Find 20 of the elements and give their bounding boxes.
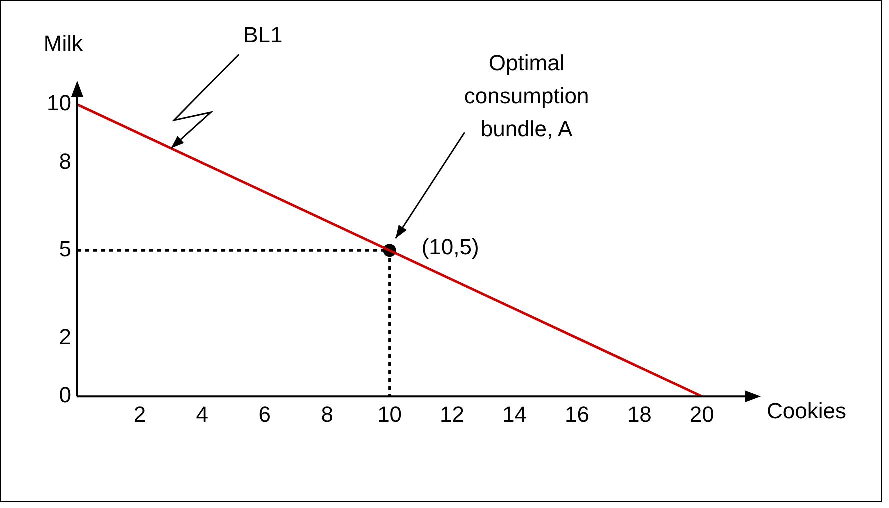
x-tick-label: 10 [378, 402, 402, 427]
y-tick-label: 2 [59, 324, 72, 350]
x-axis-title: Cookies [767, 398, 846, 424]
x-tick-label: 16 [564, 402, 590, 427]
y-tick-label: 0 [59, 382, 72, 408]
annotation: BL1 [244, 22, 283, 48]
x-tick-label: 12 [440, 402, 465, 427]
x-tick-label: 14 [502, 402, 527, 427]
annotation: (10,5) [422, 234, 480, 260]
x-tick-label: 4 [196, 402, 209, 427]
x-tick-label: 8 [321, 402, 334, 427]
x-tick-label: 18 [627, 402, 652, 427]
x-tick-label: 6 [258, 402, 271, 427]
y-axis-title: Milk [44, 31, 84, 56]
annotation: Optimal consumption bundle, A [464, 50, 590, 142]
y-tick-label: 10 [46, 90, 72, 116]
x-tick-label: 20 [690, 402, 714, 427]
x-tick-label: 2 [134, 402, 146, 427]
y-tick-label: 8 [59, 149, 72, 174]
y-tick-label: 5 [59, 236, 72, 262]
